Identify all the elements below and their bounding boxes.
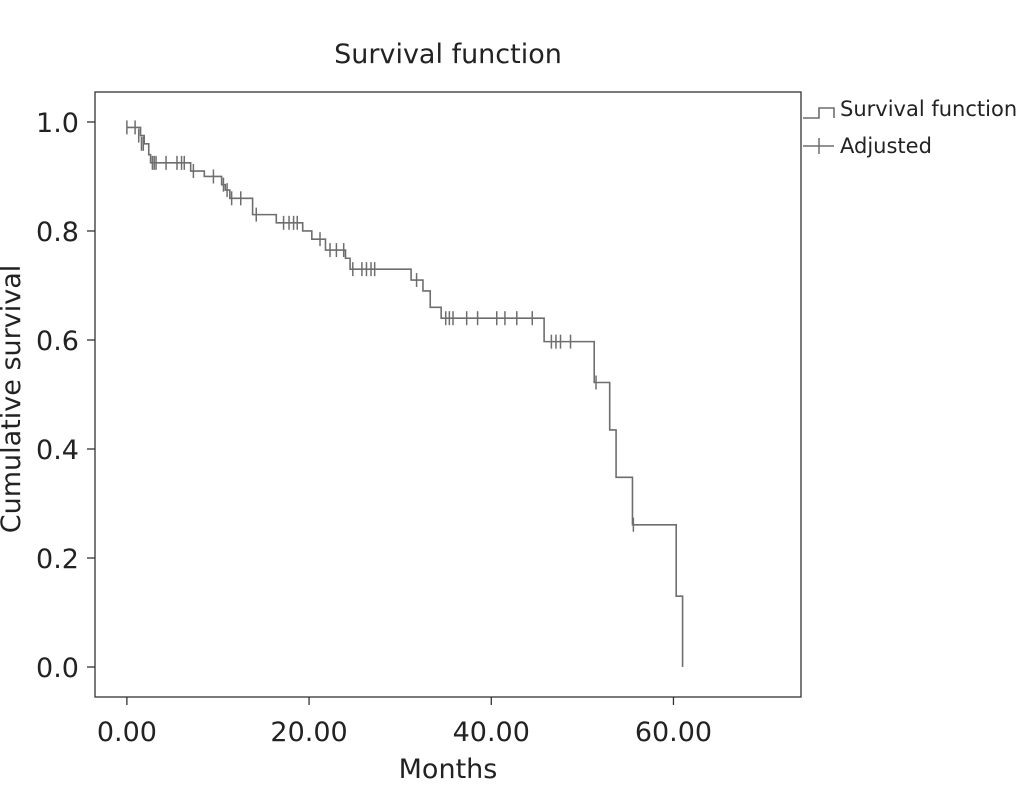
y-tick-label: 0.4 <box>36 435 79 466</box>
y-tick-label: 0.0 <box>36 653 79 684</box>
y-axis-label: Cumulative survival <box>0 265 27 533</box>
legend-label-survival-function: Survival function <box>840 97 1017 121</box>
plot-frame <box>94 91 802 698</box>
y-tick-label: 0.2 <box>36 544 79 575</box>
legend-step-icon <box>803 107 835 119</box>
x-tick-label: 20.00 <box>270 717 347 748</box>
legend-label-adjusted: Adjusted <box>840 134 932 158</box>
y-tick-label: 0.6 <box>36 326 79 357</box>
x-tick-label: 40.00 <box>453 717 530 748</box>
legend: Survival function Adjusted <box>803 97 1017 158</box>
y-tick-label: 0.8 <box>36 217 79 248</box>
y-tick-label: 1.0 <box>36 108 79 139</box>
legend-item-adjusted: Adjusted <box>803 134 932 158</box>
x-tick-label: 0.00 <box>97 717 157 748</box>
x-tick-label: 60.00 <box>635 717 712 748</box>
legend-item-survival-function: Survival function <box>803 97 1017 121</box>
series-layer <box>126 120 684 668</box>
x-axis: 0.00 20.00 40.00 60.00 <box>97 697 712 748</box>
chart-title: Survival function <box>334 39 562 70</box>
survival-step-line <box>126 126 684 668</box>
x-axis-label: Months <box>399 754 498 785</box>
y-axis: 0.0 0.2 0.4 0.6 0.8 1.0 <box>36 108 95 684</box>
